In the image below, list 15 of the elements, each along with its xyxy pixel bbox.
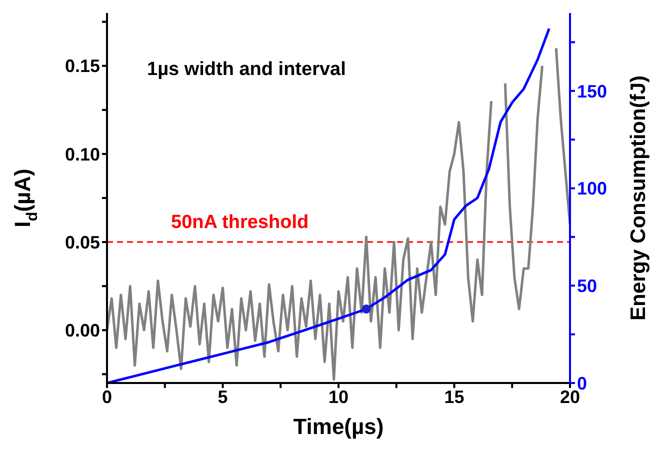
y2-axis-title: Energy Consumption(fJ)	[626, 76, 650, 320]
annotation: 1µs width and interval	[147, 59, 346, 81]
ref-line-label: 50nA threshold	[171, 212, 309, 234]
x-tick-label: 5	[218, 386, 228, 407]
y2-tick-label: 100	[577, 178, 608, 199]
y2-tick-label: 50	[577, 276, 598, 296]
y2-tick-label: 150	[577, 81, 608, 102]
y-tick-label: 0.10	[64, 144, 100, 164]
x-axis-title: Time(µs)	[293, 414, 384, 439]
x-tick-label: 15	[444, 386, 464, 407]
x-tick-label: 10	[328, 386, 349, 407]
y-tick-label: 0.15	[64, 56, 100, 76]
x-tick-label: 0	[102, 386, 112, 407]
y-tick-label: 0.00	[64, 320, 100, 341]
y-tick-label: 0.05	[64, 232, 100, 252]
